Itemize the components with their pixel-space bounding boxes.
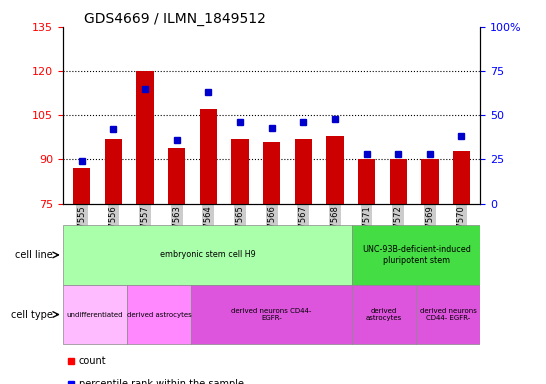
Bar [263,142,280,204]
Bar [232,139,248,204]
Text: derived neurons
CD44- EGFR-: derived neurons CD44- EGFR- [420,308,477,321]
Bar [168,147,186,204]
Text: count: count [79,356,106,366]
Bar [326,136,343,204]
Bar [389,159,407,204]
Text: embryonic stem cell H9: embryonic stem cell H9 [159,250,255,260]
Text: derived astrocytes: derived astrocytes [127,311,192,318]
Text: percentile rank within the sample: percentile rank within the sample [79,379,244,384]
Text: GDS4669 / ILMN_1849512: GDS4669 / ILMN_1849512 [84,12,265,26]
Bar [421,159,438,204]
Bar [295,139,312,204]
Bar [416,285,480,344]
Bar [191,285,352,344]
Bar [63,285,127,344]
Bar [352,225,480,285]
Bar [63,225,352,285]
Bar [358,159,375,204]
Text: cell line: cell line [15,250,53,260]
Bar [105,139,122,204]
Bar [136,71,154,204]
Text: cell type: cell type [11,310,53,319]
Bar [453,151,470,204]
Text: undifferentiated: undifferentiated [67,311,123,318]
Text: UNC-93B-deficient-induced
pluripotent stem: UNC-93B-deficient-induced pluripotent st… [362,245,471,265]
Bar [352,285,416,344]
Bar [127,285,191,344]
Text: derived
astrocytes: derived astrocytes [366,308,402,321]
Bar [73,168,91,204]
Text: derived neurons CD44-
EGFR-: derived neurons CD44- EGFR- [232,308,312,321]
Bar [200,109,217,204]
